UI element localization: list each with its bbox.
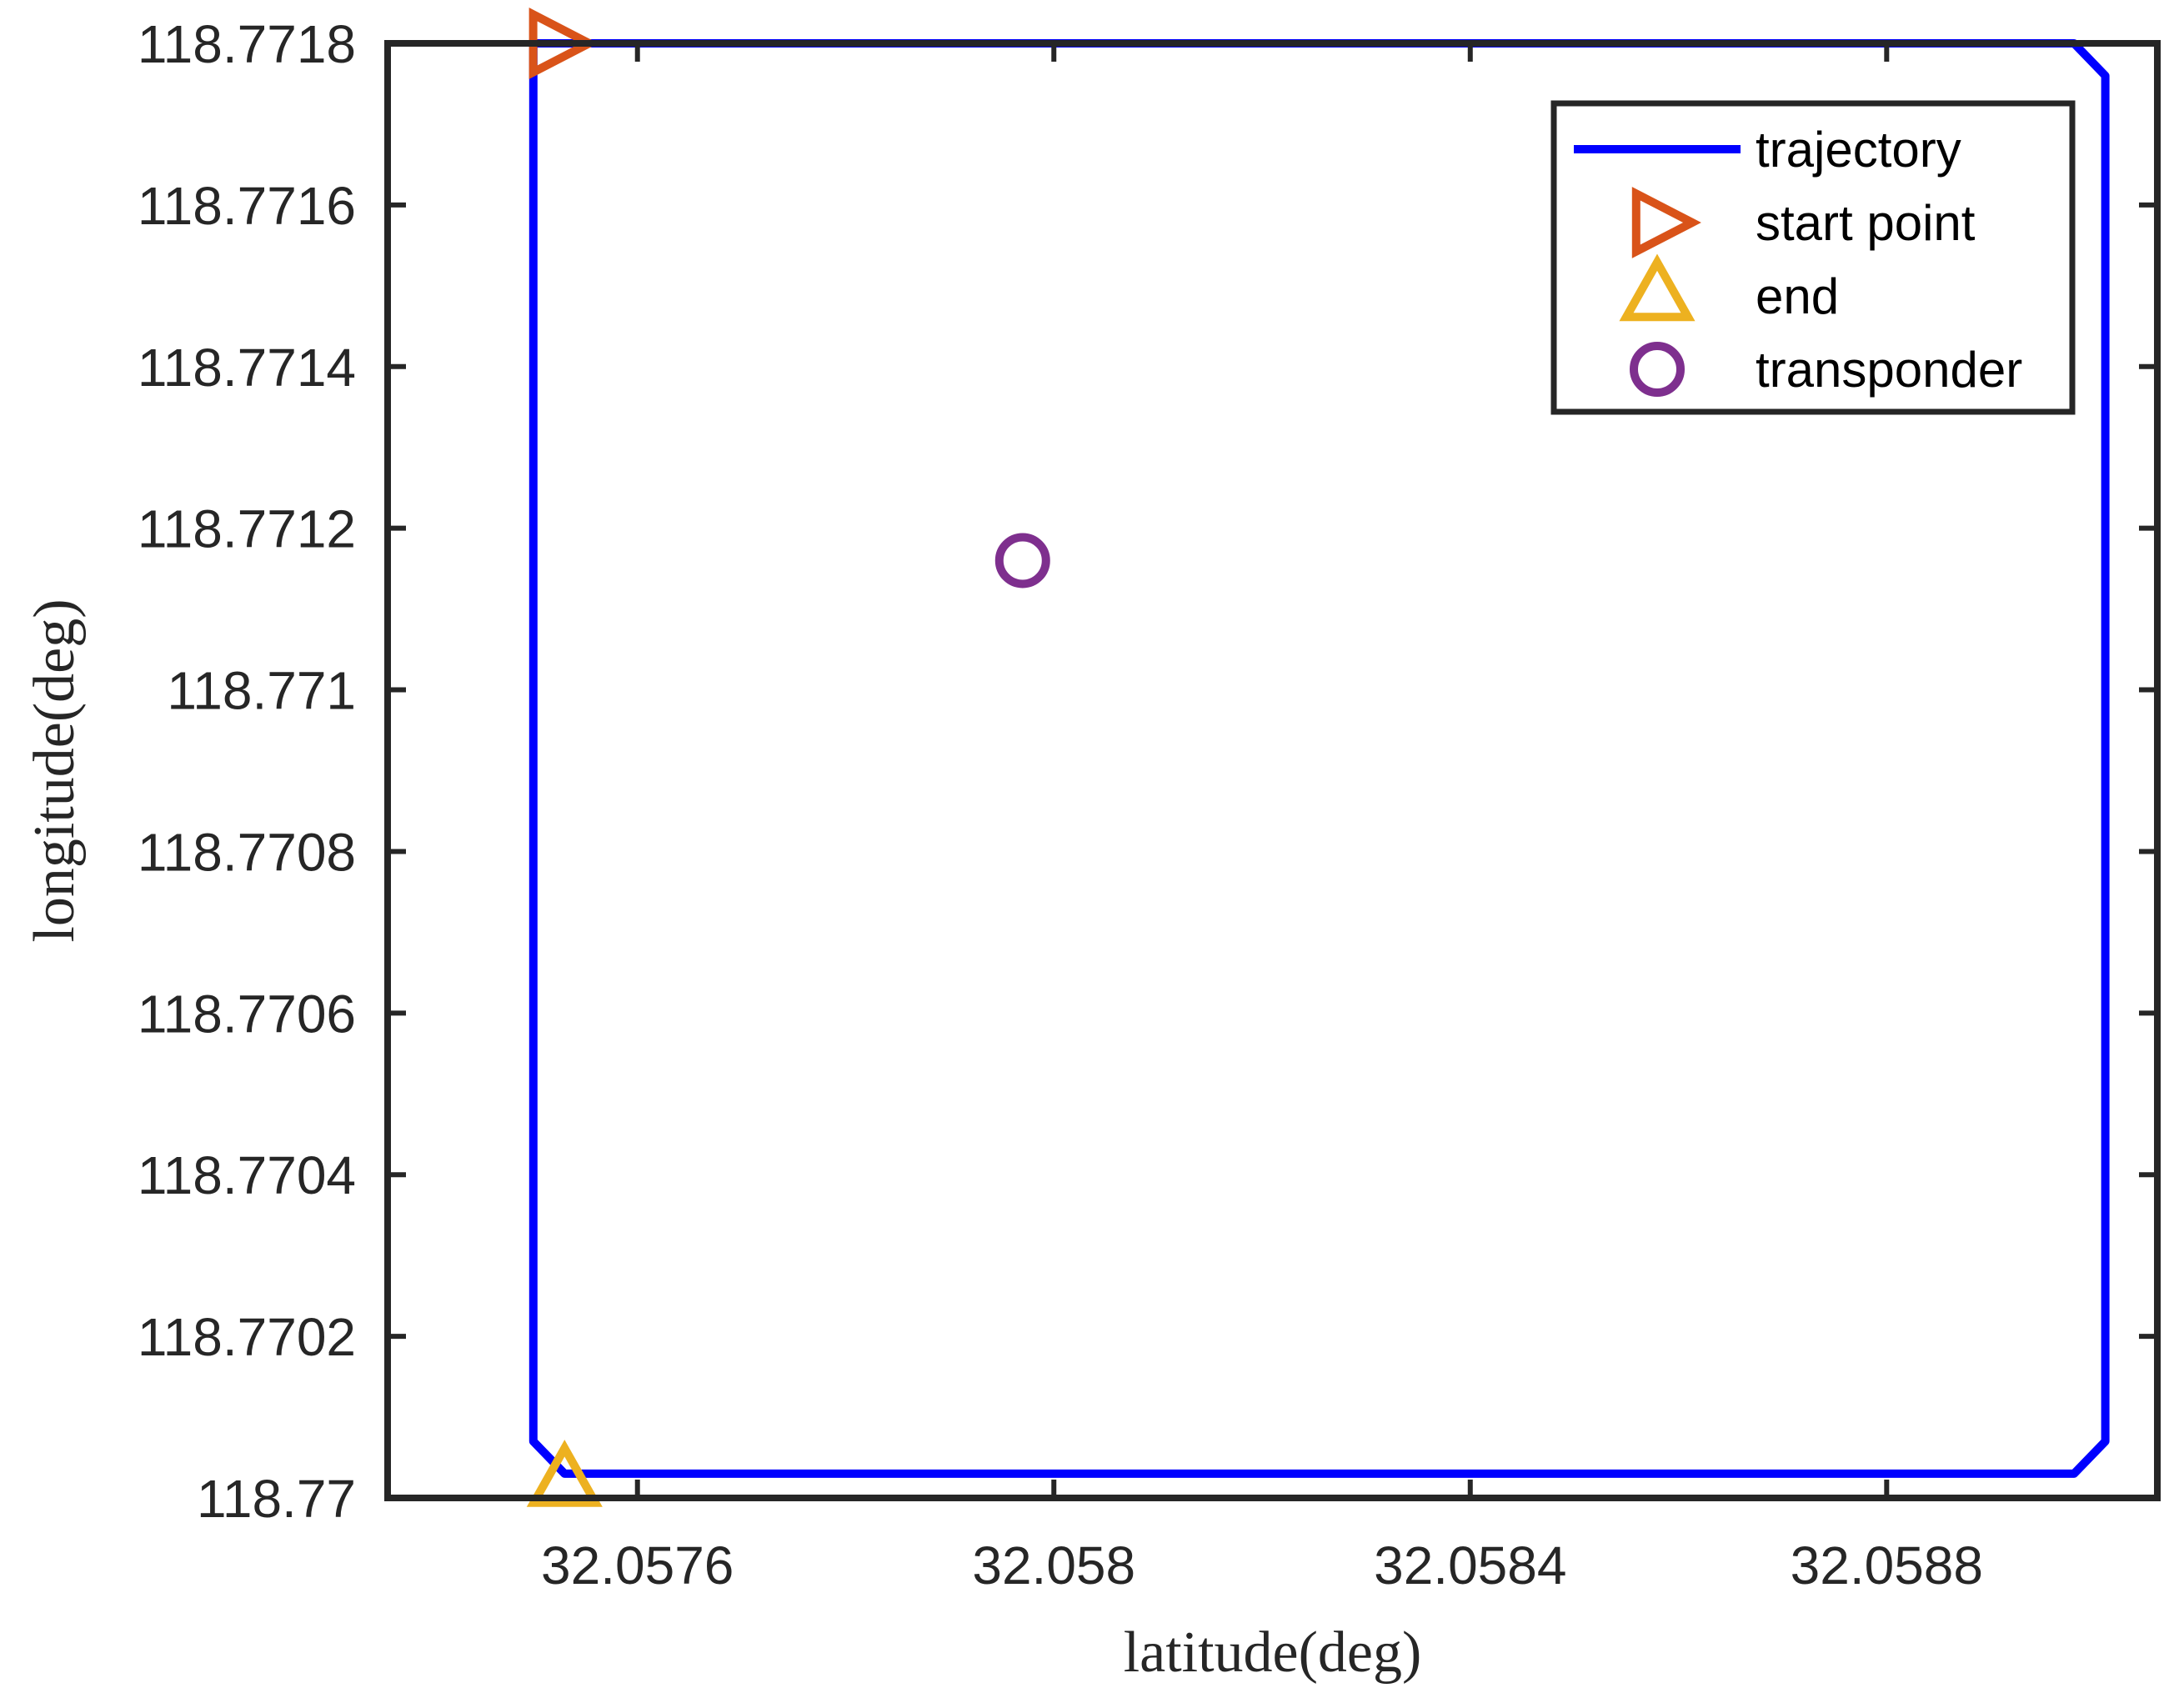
legend-sample-end [1619,253,1696,322]
x-tick-label-0: 32.0576 [541,1535,734,1595]
x-tick-label-2: 32.0584 [1374,1535,1566,1595]
legend-label-start-point: start point [1756,195,1976,251]
tick-layer: 32.0576 32.058 32.0584 32.0588 118.77 118.770… [138,14,2157,1595]
legend-box [1550,100,2076,415]
legend-sample-transponder [1630,342,1685,397]
transponder-marker-0 [994,533,1050,589]
legend-label-end: end [1756,268,1839,324]
y-tick-label-1: 118.7702 [138,1307,356,1367]
x-tick-label-3: 32.0588 [1791,1535,1983,1595]
end-marker-0 [526,1440,603,1507]
legend-label-trajectory: trajectory [1756,122,1961,178]
marker-layer [526,8,1050,1507]
y-tick-label-2: 118.7704 [138,1145,356,1205]
y-tick-label-4: 118.7708 [138,822,356,882]
y-tick-label-6: 118.7712 [138,499,356,559]
plot-frame [384,40,2161,1501]
y-tick-label-0: 118.77 [197,1469,356,1529]
legend-sample-start-point [1631,187,1701,258]
y-tick-label-5: 118.771 [167,661,356,721]
y-tick-label-3: 118.7706 [138,984,356,1044]
y-axis-title: longitude(deg) [23,599,87,942]
y-tick-label-7: 118.7714 [138,338,356,398]
x-tick-label-1: 32.058 [972,1535,1135,1595]
x-axis-title: latitude(deg) [1124,1620,1422,1685]
legend: trajectory start point end transponder [1550,100,2076,415]
y-tick-label-9: 118.7718 [138,14,356,74]
y-tick-label-8: 118.7716 [138,176,356,236]
legend-label-transponder: transponder [1756,342,2022,398]
